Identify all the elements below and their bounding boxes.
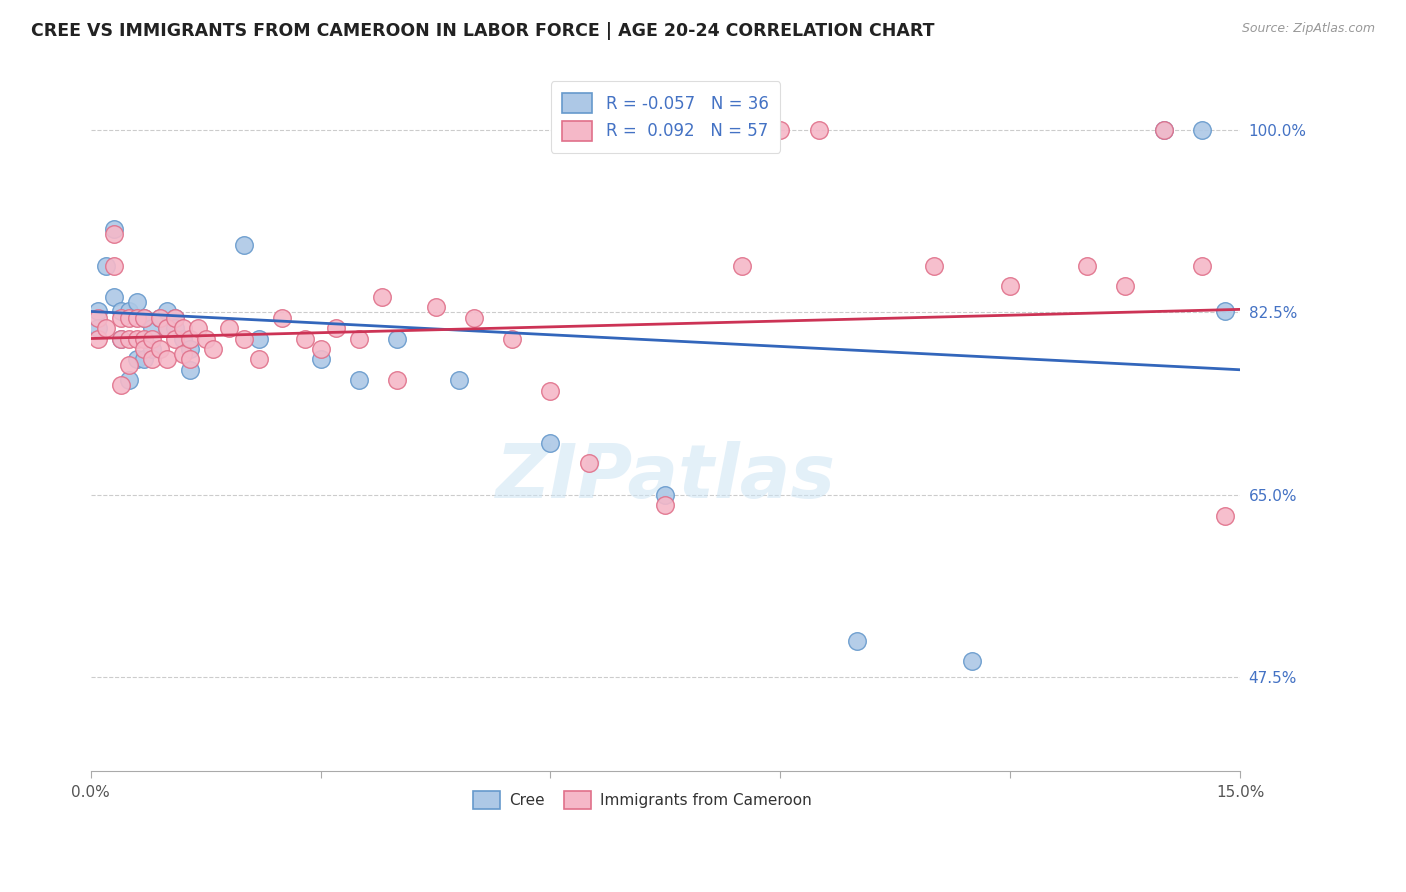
Point xyxy=(425,300,447,314)
Point xyxy=(110,332,132,346)
Point xyxy=(387,373,409,387)
Point xyxy=(118,304,141,318)
Point xyxy=(194,332,217,346)
Point xyxy=(103,259,125,273)
Point xyxy=(103,290,125,304)
Point xyxy=(578,457,600,471)
Point xyxy=(731,259,754,273)
Point xyxy=(110,378,132,392)
Point xyxy=(156,304,179,318)
Point xyxy=(94,259,117,273)
Point xyxy=(294,332,316,346)
Point xyxy=(87,310,110,325)
Point xyxy=(141,332,163,346)
Point xyxy=(149,310,172,325)
Point xyxy=(87,304,110,318)
Point xyxy=(179,363,201,377)
Point xyxy=(141,321,163,335)
Point xyxy=(1191,259,1213,273)
Point xyxy=(125,332,148,346)
Point xyxy=(202,342,225,356)
Point xyxy=(1153,123,1175,137)
Point xyxy=(325,321,347,335)
Point xyxy=(110,304,132,318)
Point xyxy=(141,342,163,356)
Point xyxy=(103,222,125,236)
Point xyxy=(125,352,148,367)
Point xyxy=(94,321,117,335)
Point xyxy=(125,310,148,325)
Point xyxy=(118,332,141,346)
Point xyxy=(141,352,163,367)
Point xyxy=(922,259,945,273)
Point xyxy=(103,227,125,242)
Point xyxy=(1213,304,1236,318)
Point xyxy=(1000,279,1022,293)
Point xyxy=(110,310,132,325)
Point xyxy=(134,342,156,356)
Point xyxy=(172,332,194,346)
Point xyxy=(218,321,240,335)
Point xyxy=(156,352,179,367)
Point xyxy=(463,310,485,325)
Point xyxy=(309,342,332,356)
Point xyxy=(118,358,141,372)
Text: Source: ZipAtlas.com: Source: ZipAtlas.com xyxy=(1241,22,1375,36)
Text: CREE VS IMMIGRANTS FROM CAMEROON IN LABOR FORCE | AGE 20-24 CORRELATION CHART: CREE VS IMMIGRANTS FROM CAMEROON IN LABO… xyxy=(31,22,935,40)
Point xyxy=(540,435,562,450)
Point xyxy=(110,332,132,346)
Point xyxy=(149,342,172,356)
Point xyxy=(118,310,141,325)
Point xyxy=(540,384,562,398)
Point xyxy=(172,347,194,361)
Text: ZIPatlas: ZIPatlas xyxy=(495,442,835,514)
Point xyxy=(347,373,370,387)
Point xyxy=(172,321,194,335)
Point xyxy=(125,295,148,310)
Point xyxy=(247,332,270,346)
Point xyxy=(232,332,254,346)
Point xyxy=(846,633,869,648)
Point xyxy=(271,310,294,325)
Point xyxy=(163,310,186,325)
Point xyxy=(309,352,332,367)
Point xyxy=(118,373,141,387)
Point xyxy=(163,332,186,346)
Point xyxy=(179,352,201,367)
Point xyxy=(960,654,983,668)
Point xyxy=(1191,123,1213,137)
Point xyxy=(447,373,470,387)
Point xyxy=(807,123,830,137)
Point xyxy=(156,321,179,335)
Point xyxy=(149,310,172,325)
Point xyxy=(501,332,523,346)
Point xyxy=(179,332,201,346)
Point xyxy=(134,332,156,346)
Point xyxy=(134,352,156,367)
Point xyxy=(387,332,409,346)
Point xyxy=(371,290,394,304)
Point xyxy=(347,332,370,346)
Point xyxy=(232,237,254,252)
Point xyxy=(134,310,156,325)
Point xyxy=(247,352,270,367)
Point xyxy=(187,321,209,335)
Point xyxy=(163,321,186,335)
Point xyxy=(156,321,179,335)
Point xyxy=(1076,259,1098,273)
Point xyxy=(769,123,792,137)
Point xyxy=(179,342,201,356)
Point xyxy=(87,321,110,335)
Point xyxy=(134,310,156,325)
Point xyxy=(1153,123,1175,137)
Point xyxy=(87,332,110,346)
Point xyxy=(654,498,676,512)
Point xyxy=(1213,508,1236,523)
Point xyxy=(163,310,186,325)
Point xyxy=(1114,279,1136,293)
Legend: Cree, Immigrants from Cameroon: Cree, Immigrants from Cameroon xyxy=(467,784,818,815)
Point xyxy=(654,488,676,502)
